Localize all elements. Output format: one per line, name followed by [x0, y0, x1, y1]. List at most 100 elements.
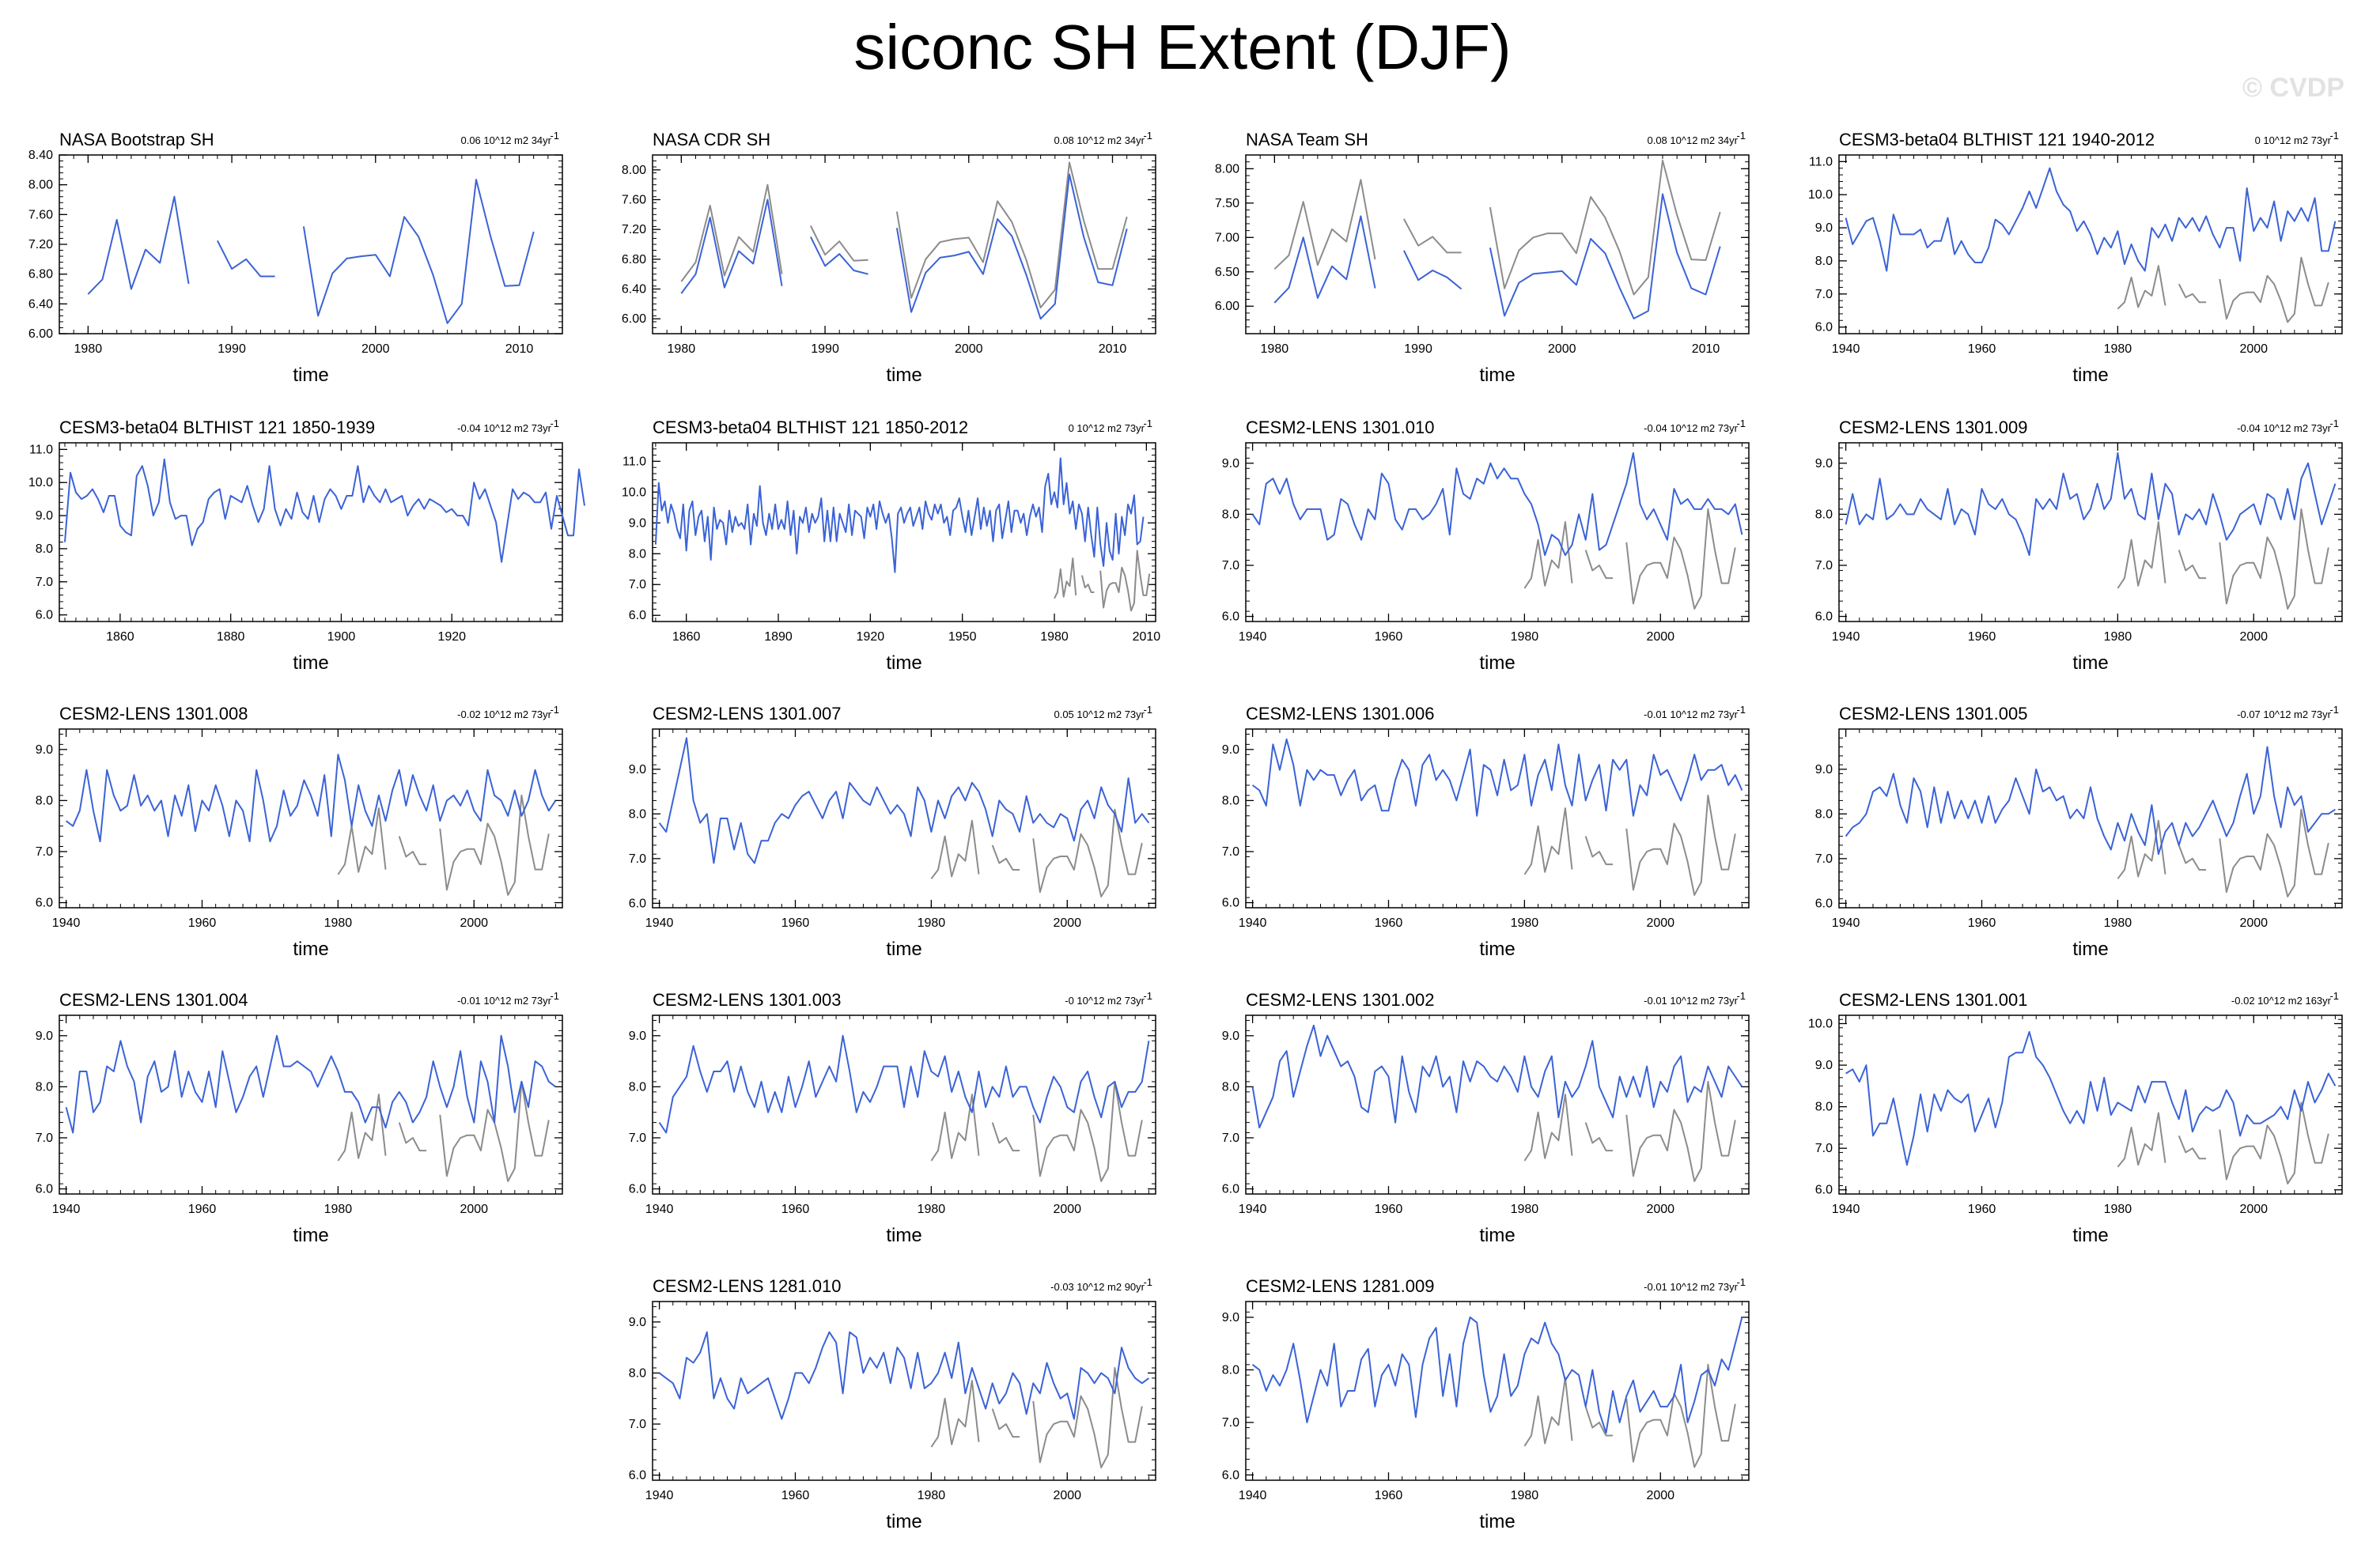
plot-frame [59, 728, 563, 909]
x-axis-label: time [1479, 652, 1515, 674]
y-tick-label: 9.0 [629, 763, 646, 776]
panel-trend: -0.07 10^12 m2 73yr [2237, 708, 2332, 720]
y-tick-label: 9.0 [1815, 1059, 1833, 1072]
y-tick-label: 7.60 [622, 194, 646, 207]
x-tick-label: 1980 [2104, 630, 2132, 644]
x-tick-label: 1980 [74, 342, 103, 356]
y-tick-label: 6.0 [36, 1183, 53, 1196]
model-series-line [1251, 1024, 1743, 1129]
y-tick-label: 7.0 [1222, 845, 1239, 859]
x-axis-label: time [293, 1225, 328, 1246]
panel-trend-sup: -1 [550, 418, 559, 429]
panel-3: NASA Team SH 0.08 10^12 m2 34yr-1 1980 1990… [1215, 130, 1750, 386]
y-tick-label: 8.0 [36, 542, 53, 556]
panel-2: NASA CDR SH 0.08 10^12 m2 34yr-1 1980 1990 2… [622, 130, 1156, 386]
x-tick-label: 1980 [324, 1203, 353, 1216]
y-tick-label: 8.0 [1222, 508, 1239, 521]
y-tick-label: 7.0 [36, 845, 53, 859]
y-tick-label: 11.0 [29, 443, 53, 456]
y-tick-label: 9.0 [1815, 763, 1833, 776]
plot-frame [1245, 442, 1750, 622]
x-tick-label: 1940 [52, 916, 81, 930]
panel-trend-sup: -1 [1143, 1276, 1152, 1288]
panel-12: CESM2-LENS 1301.005 -0.07 10^12 m2 73yr-1… [1815, 704, 2343, 960]
y-tick-label: 9.0 [629, 1030, 646, 1043]
model-series-line [658, 737, 1150, 864]
panel-6: CESM3-beta04 BLTHIST 121 1850-2012 0 10^1… [622, 418, 1160, 674]
panel-4: CESM3-beta04 BLTHIST 121 1940-2012 0 10^1… [1808, 130, 2343, 386]
panel-trend-sup: -1 [1143, 704, 1152, 716]
panel-trend: -0.03 10^12 m2 90yr [1050, 1281, 1145, 1293]
x-tick-label: 1960 [781, 916, 810, 930]
y-tick-label: 6.40 [28, 297, 53, 311]
x-tick-label: 2000 [1646, 630, 1674, 644]
obs-series-line [930, 1366, 1143, 1468]
panel-title: CESM3-beta04 BLTHIST 121 1940-2012 [1839, 130, 2155, 149]
y-tick-label: 9.0 [629, 1316, 646, 1329]
x-tick-label: 1940 [1832, 630, 1860, 644]
panel-title: CESM2-LENS 1301.004 [59, 990, 248, 1010]
y-tick-label: 7.0 [1815, 852, 1833, 866]
panel-title: CESM2-LENS 1301.005 [1839, 704, 2027, 724]
obs-series-line [1523, 1080, 1736, 1182]
x-tick-label: 1860 [672, 630, 701, 644]
x-tick-label: 1960 [1375, 1203, 1403, 1216]
y-tick-label: 8.0 [36, 794, 53, 807]
y-tick-label: 8.0 [1815, 807, 1833, 821]
panel-trend-sup: -1 [550, 130, 559, 142]
panel-trend: 0.08 10^12 m2 34yr [1647, 134, 1738, 146]
panel-9: CESM2-LENS 1301.008 -0.02 10^12 m2 73yr-1… [36, 704, 563, 960]
panel-trend-sup: -1 [2329, 990, 2339, 1002]
y-tick-label: 6.0 [1815, 610, 1833, 624]
y-tick-label: 8.00 [622, 164, 646, 177]
y-tick-label: 9.0 [36, 743, 53, 757]
panel-trend-sup: -1 [550, 704, 559, 716]
y-tick-label: 8.0 [629, 807, 646, 821]
panel-trend: -0.02 10^12 m2 73yr [457, 708, 552, 720]
plot-frame [1245, 1301, 1750, 1481]
x-tick-label: 1980 [1040, 630, 1069, 644]
panel-trend: -0.04 10^12 m2 73yr [457, 422, 552, 434]
x-axis-label: time [1479, 1511, 1515, 1532]
x-tick-label: 1960 [1968, 630, 1996, 644]
panel-title: NASA Team SH [1246, 130, 1368, 149]
plot-frame [652, 154, 1156, 334]
x-tick-label: 1980 [918, 1203, 946, 1216]
x-tick-label: 1960 [1375, 1489, 1403, 1502]
obs-series-line [2117, 1101, 2329, 1185]
x-tick-label: 1990 [811, 342, 839, 356]
y-tick-label: 8.0 [1222, 794, 1239, 807]
y-tick-label: 6.00 [622, 312, 646, 326]
x-axis-label: time [886, 939, 921, 960]
y-tick-label: 9.0 [36, 1030, 53, 1043]
x-tick-label: 1980 [324, 916, 353, 930]
plot-frame [1838, 442, 2343, 622]
y-tick-label: 7.0 [629, 1132, 646, 1145]
model-series-line [65, 1034, 557, 1134]
x-tick-label: 1880 [217, 630, 245, 644]
panel-title: CESM3-beta04 BLTHIST 121 1850-2012 [653, 418, 968, 437]
panel-13: CESM2-LENS 1301.004 -0.01 10^12 m2 73yr-1… [36, 990, 563, 1246]
panel-title: CESM2-LENS 1301.007 [653, 704, 841, 724]
y-tick-label: 6.00 [1215, 300, 1239, 313]
panel-16: CESM2-LENS 1301.001 -0.02 10^12 m2 163yr-… [1808, 990, 2343, 1246]
model-series-line [64, 458, 585, 563]
y-tick-label: 9.0 [36, 509, 53, 523]
x-tick-label: 2000 [1646, 916, 1674, 930]
y-tick-label: 11.0 [1809, 155, 1833, 168]
obs-series-line [2117, 808, 2329, 897]
y-tick-label: 8.0 [1222, 1080, 1239, 1094]
panel-trend: 0.06 10^12 m2 34yr [460, 134, 551, 146]
cvdp-watermark: © CVDP [2242, 73, 2344, 103]
x-tick-label: 2000 [2239, 630, 2268, 644]
x-tick-label: 1980 [2104, 916, 2132, 930]
x-tick-label: 1940 [1832, 342, 1860, 356]
x-tick-label: 1960 [188, 916, 217, 930]
x-tick-label: 1990 [218, 342, 246, 356]
x-tick-label: 2010 [505, 342, 534, 356]
x-axis-label: time [886, 1511, 921, 1532]
y-tick-label: 6.0 [1222, 897, 1239, 910]
x-tick-label: 1960 [781, 1489, 810, 1502]
y-tick-label: 7.0 [36, 1132, 53, 1145]
